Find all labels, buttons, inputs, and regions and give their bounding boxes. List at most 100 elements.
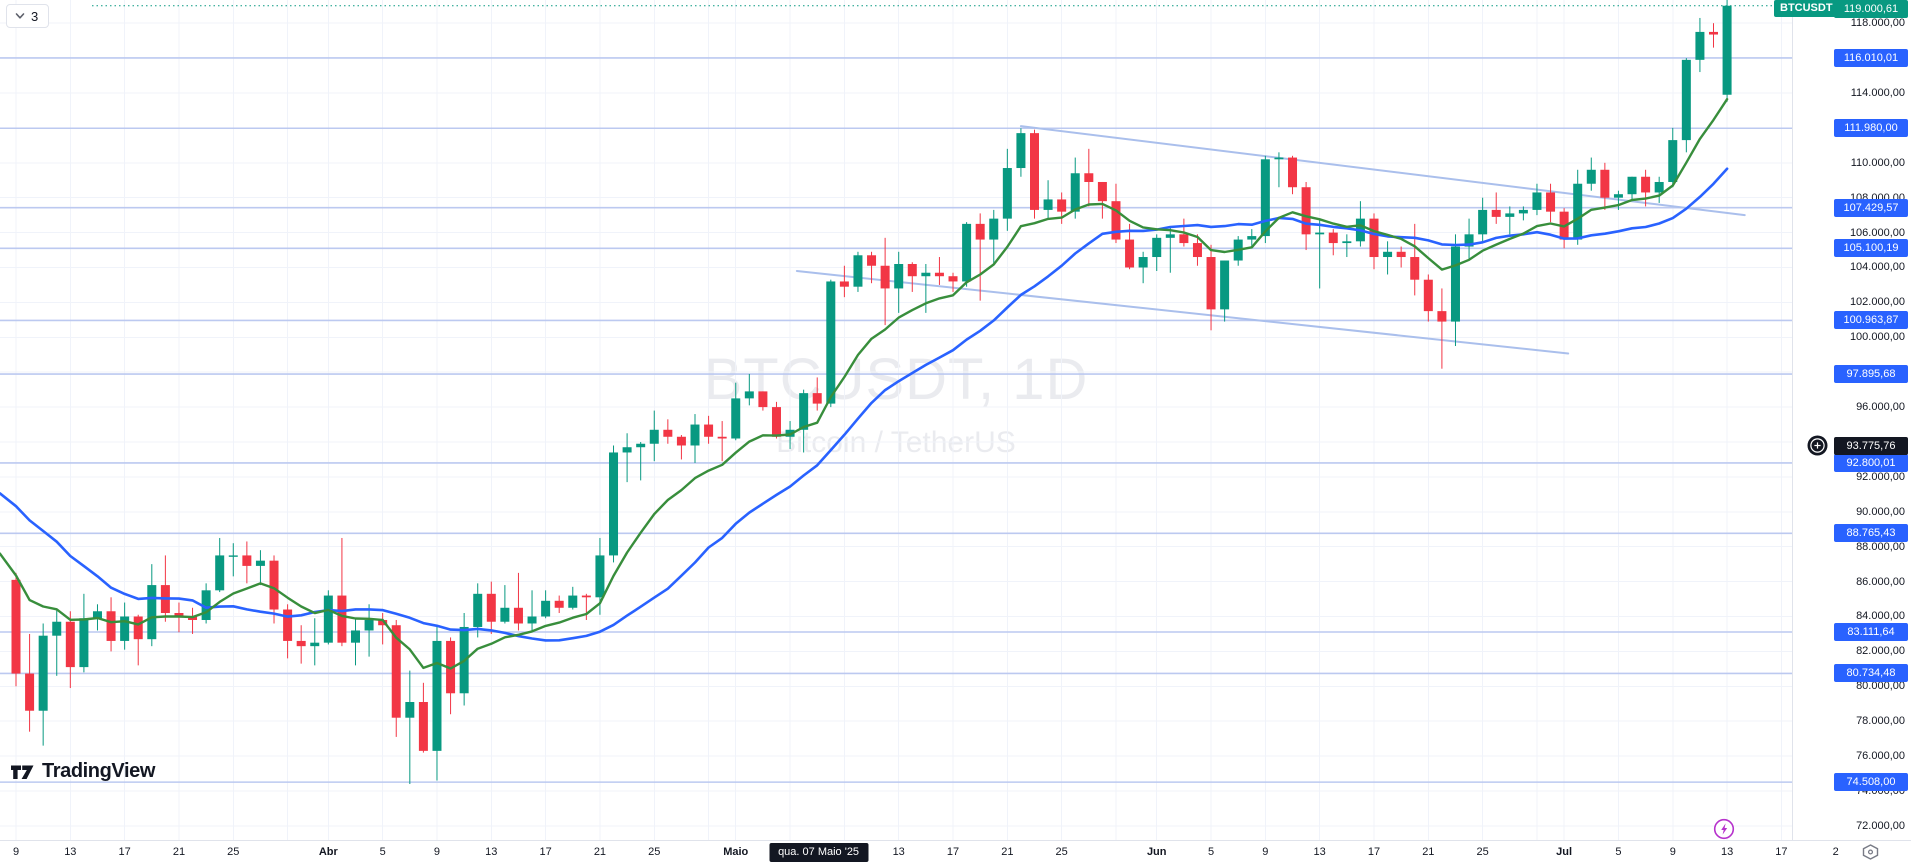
candle-body <box>568 595 578 608</box>
level-price-badge: 97.895,68 <box>1834 365 1908 383</box>
candle-wick <box>1522 206 1524 221</box>
time-axis-label: 9 <box>12 846 20 858</box>
candle-wick <box>843 265 845 298</box>
level-price-badge: 111.980,00 <box>1834 119 1908 138</box>
time-axis-label: 9 <box>1669 846 1676 858</box>
price-axis-label: 80.000,00 <box>1856 680 1905 693</box>
candle-wick <box>1495 192 1497 224</box>
candle-body <box>1111 201 1121 240</box>
candle-body <box>486 593 496 622</box>
candle-body <box>1464 234 1474 247</box>
candle-body <box>1301 187 1311 235</box>
candle-wick <box>382 613 384 645</box>
candle-body <box>1247 236 1257 240</box>
candle-body <box>1518 209 1528 214</box>
price-axis-label: 104.000,00 <box>1849 261 1905 274</box>
plus-circle-icon <box>1807 435 1828 456</box>
candle-body <box>255 560 265 566</box>
crosshair-date-badge: qua. 07 Maio '25 <box>769 843 869 862</box>
candle-body <box>1016 133 1026 169</box>
candle-body <box>106 611 116 641</box>
time-axis-label: Jun <box>1146 846 1167 858</box>
axis-settings-icon[interactable] <box>1861 844 1880 863</box>
level-price-badge: 88.765,43 <box>1834 524 1908 543</box>
candle-body <box>1125 239 1135 268</box>
time-axis-label: 21 <box>593 846 607 858</box>
price-axis-label: 100.000,00 <box>1849 331 1905 344</box>
candle-body <box>92 611 102 619</box>
candle-body <box>500 607 510 622</box>
legend-collapse-button[interactable]: 3 <box>6 4 50 28</box>
indicator-count: 3 <box>31 8 39 24</box>
chart-pane[interactable]: BTCUSDT, 1D Bitcoin / TetherUS 3 BTCUSDT… <box>0 0 1839 840</box>
candle-wick <box>925 264 927 313</box>
candle-body <box>880 265 890 289</box>
candle-body <box>446 640 456 694</box>
candle-body <box>310 642 320 647</box>
candle-wick <box>232 543 234 577</box>
last-price-badge: 119.000,61 <box>1834 0 1908 18</box>
candle-body <box>975 223 985 240</box>
candle-body <box>1274 157 1284 160</box>
candle-body <box>907 264 917 277</box>
candle-body <box>1288 157 1298 188</box>
time-axis-label: Jul <box>1556 846 1573 858</box>
ma-fast-line <box>0 97 1729 670</box>
time-axis-label: 5 <box>1615 846 1622 858</box>
tradingview-logo-text: TradingView <box>42 760 156 782</box>
candle-body <box>38 635 48 711</box>
price-axis[interactable]: 118.000,00 114.000,00 110.000,00 108.000,00… <box>1792 0 1911 840</box>
candle-body <box>323 595 333 643</box>
candle-wick <box>748 373 750 406</box>
time-axis-label: Maio <box>723 846 749 858</box>
candle-wick <box>1278 152 1280 188</box>
candle-body <box>337 595 347 643</box>
candle-body <box>921 272 931 277</box>
candle-body <box>663 429 673 437</box>
candle-wick <box>341 537 343 647</box>
price-axis-label: 78.000,00 <box>1856 715 1905 728</box>
candle-body <box>1179 234 1189 244</box>
price-axis-label: 90.000,00 <box>1856 505 1905 518</box>
candle-wick <box>56 609 58 676</box>
candle-body <box>364 619 374 631</box>
chevron-down-icon <box>15 13 25 19</box>
tradingview-logo[interactable]: TradingView <box>10 760 155 783</box>
candle-wick <box>1509 206 1511 235</box>
candle-wick <box>1713 23 1714 48</box>
candle-body <box>1070 173 1080 212</box>
candle-body <box>1532 192 1542 210</box>
candle-wick <box>1617 190 1619 210</box>
candle-body <box>174 613 184 617</box>
candle-body <box>201 590 211 620</box>
candle-body <box>1641 176 1651 193</box>
time-axis[interactable]: qua. 07 Maio '25 9 13 17 21 25 Abr 5 9 13 17 21 25 M… <box>0 840 1911 863</box>
level-price-badge: 105.100,19 <box>1834 239 1908 258</box>
candle-body <box>1315 232 1325 235</box>
candle-body <box>649 429 659 444</box>
price-axis-label: 86.000,00 <box>1856 575 1905 588</box>
candle-body <box>867 255 877 266</box>
candle-body <box>1043 199 1053 210</box>
tradingview-mark-icon <box>11 765 34 779</box>
time-axis-label: 25 <box>1055 846 1068 858</box>
candle-body <box>1627 176 1637 195</box>
price-axis-label: 84.000,00 <box>1856 610 1905 623</box>
price-chart[interactable] <box>0 0 1792 840</box>
time-axis-label: 9 <box>433 846 441 858</box>
candle-body <box>541 600 551 617</box>
time-axis-label: 13 <box>485 846 498 858</box>
candle-body <box>1410 257 1420 280</box>
candle-wick <box>1169 227 1171 273</box>
candle-wick <box>640 441 642 481</box>
time-axis-label: 9 <box>1262 846 1269 858</box>
add-alert-plus-button[interactable] <box>1807 435 1828 456</box>
candle-body <box>1600 169 1610 198</box>
candle-body <box>771 407 781 437</box>
candle-body <box>283 609 293 641</box>
boost-button[interactable] <box>1713 818 1735 840</box>
price-axis-label: 118.000,00 <box>1850 17 1905 30</box>
candle-wick <box>1387 241 1389 275</box>
candle-body <box>473 593 483 627</box>
